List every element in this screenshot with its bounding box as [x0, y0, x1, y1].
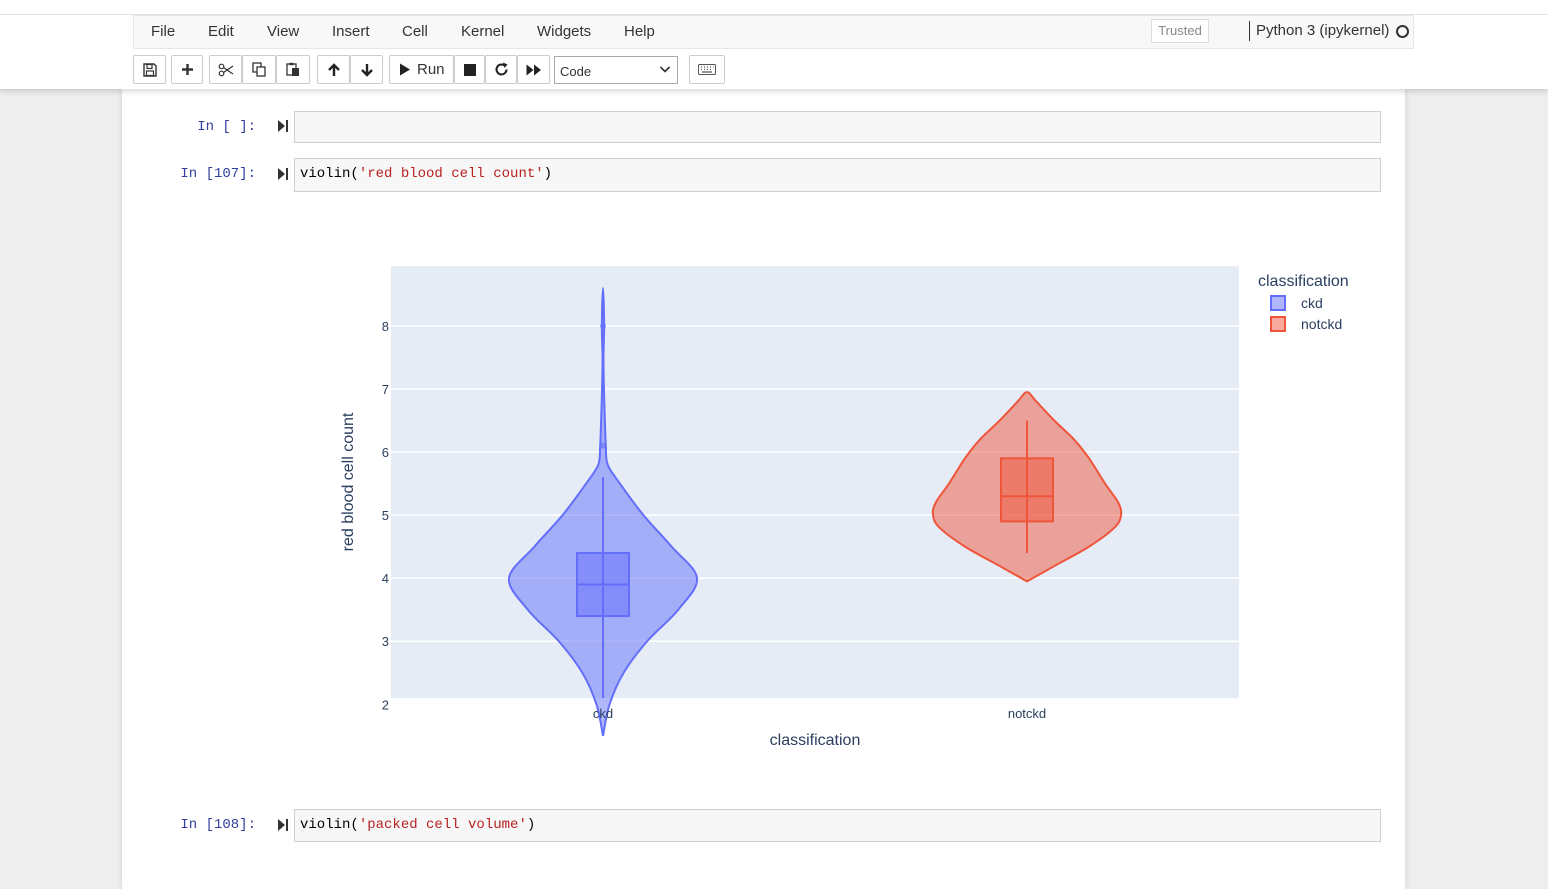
paste-button[interactable]: [276, 55, 310, 84]
restart-run-all-button[interactable]: [517, 55, 550, 84]
move-down-button[interactable]: [350, 55, 383, 84]
legend: classification ckd notckd: [1258, 273, 1349, 332]
cell-prompt: In [108]:: [180, 817, 256, 833]
move-up-button[interactable]: [317, 55, 350, 84]
cell-type-select[interactable]: Code: [554, 56, 678, 84]
chevron-down-icon: [659, 62, 671, 79]
run-cell-icon[interactable]: [277, 167, 289, 181]
menu-insert[interactable]: Insert: [332, 23, 370, 40]
cut-button[interactable]: [209, 55, 242, 84]
plus-icon: [181, 64, 193, 75]
command-palette-button[interactable]: [689, 55, 725, 84]
menu-cell[interactable]: Cell: [402, 23, 428, 40]
legend-label: ckd: [1301, 295, 1323, 311]
run-label: Run: [417, 61, 445, 78]
y-tick-label: 2: [382, 697, 389, 712]
cell-prompt: In [ ]:: [197, 119, 256, 135]
code-end: ): [526, 817, 536, 833]
menu-help[interactable]: Help: [624, 23, 655, 40]
y-tick-label: 4: [382, 571, 389, 586]
arrow-down-icon: [360, 63, 373, 77]
menu-kernel[interactable]: Kernel: [461, 23, 505, 40]
kernel-name[interactable]: Python 3 (ipykernel): [1256, 22, 1390, 39]
notebook-header: File Edit View Insert Cell Kernel Widget…: [0, 0, 1548, 89]
save-icon: [142, 62, 157, 77]
code-input[interactable]: violin('packed cell volume'): [294, 809, 1381, 842]
copy-icon: [251, 62, 266, 77]
y-ticks: 2 3 4 5 6 7 8: [382, 319, 389, 712]
code-string: 'red blood cell count': [358, 166, 544, 182]
copy-button[interactable]: [242, 55, 276, 84]
kernel-status-icon: [1396, 25, 1409, 38]
y-tick-label: 3: [382, 634, 389, 649]
legend-swatch: [1270, 295, 1286, 311]
add-cell-button[interactable]: [171, 55, 203, 84]
code-string: 'packed cell volume': [358, 817, 527, 833]
y-tick-label: 6: [382, 445, 389, 460]
menu-bar: File Edit View Insert Cell Kernel Widget…: [133, 15, 1414, 49]
cell-prompt: In [107]:: [180, 166, 256, 182]
code-input[interactable]: [294, 111, 1381, 143]
menu-widgets[interactable]: Widgets: [537, 23, 592, 40]
violin-plot-output: 2 3 4 5 6 7 8 ckd notckd classification red blo…: [325, 245, 1375, 760]
keyboard-icon: [698, 64, 716, 75]
fast-forward-icon: [526, 64, 541, 75]
code-function: violin(: [300, 817, 359, 833]
y-tick-label: 8: [382, 319, 389, 334]
x-axis-label: classification: [770, 732, 861, 749]
violins: [507, 287, 1123, 737]
menu-edit[interactable]: Edit: [208, 23, 234, 40]
cut-icon: [218, 63, 233, 76]
menu-file[interactable]: File: [151, 23, 176, 40]
x-tick-label: ckd: [593, 706, 613, 721]
x-ticks: ckd notckd: [593, 706, 1046, 721]
legend-title: classification: [1258, 273, 1349, 290]
x-tick-label: notckd: [1008, 706, 1046, 721]
outlier-point: [600, 442, 606, 449]
play-icon: [400, 63, 410, 76]
code-input[interactable]: violin('red blood cell count'): [294, 158, 1381, 192]
run-cell-icon[interactable]: [277, 119, 289, 133]
code-end: ): [543, 166, 553, 182]
run-button[interactable]: Run: [389, 55, 454, 84]
stop-icon: [463, 63, 476, 76]
violin-chart: 2 3 4 5 6 7 8 ckd notckd classification red blo…: [340, 266, 1349, 749]
y-tick-label: 5: [382, 508, 389, 523]
paste-icon: [285, 62, 299, 76]
legend-label: notckd: [1301, 316, 1342, 332]
plot-area: [391, 266, 1239, 698]
menu-view[interactable]: View: [267, 23, 300, 40]
legend-swatch: [1270, 316, 1286, 332]
arrow-up-icon: [327, 62, 340, 76]
run-cell-icon[interactable]: [277, 818, 289, 832]
y-tick-label: 7: [382, 382, 389, 397]
cell-type-value: Code: [560, 64, 592, 79]
box-notckd: [1000, 457, 1054, 523]
restart-button[interactable]: [485, 55, 517, 84]
save-button[interactable]: [133, 55, 166, 84]
outlier-point: [600, 322, 606, 329]
interrupt-button[interactable]: [454, 55, 485, 84]
trusted-indicator[interactable]: Trusted: [1151, 19, 1209, 43]
y-axis-label: red blood cell count: [340, 412, 357, 551]
restart-icon: [495, 62, 507, 76]
code-function: violin(: [300, 166, 359, 182]
